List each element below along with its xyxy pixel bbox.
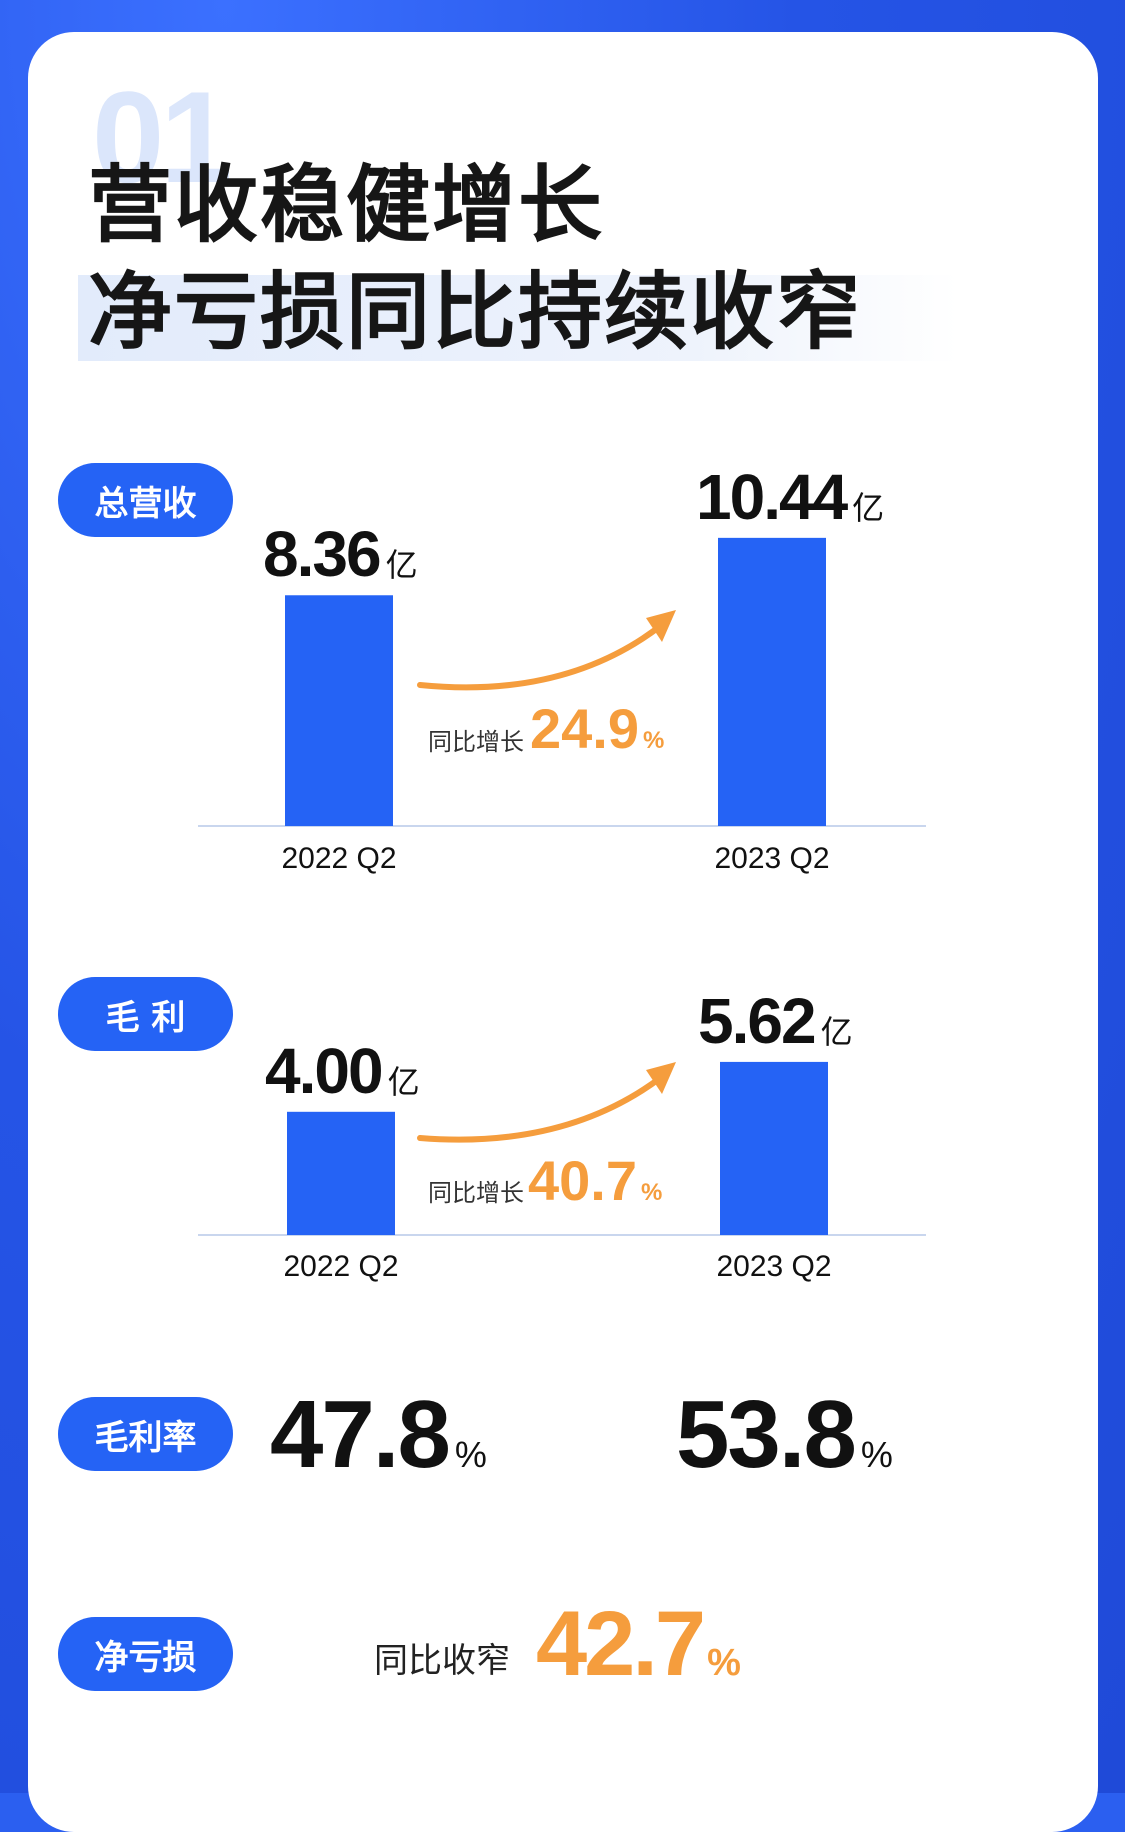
growth-arrow-icon [417, 1069, 671, 1143]
bar-2022-Q2 [287, 1111, 395, 1235]
growth-value-number: 40.7 [528, 1149, 637, 1212]
bar-2022-Q2 [285, 595, 393, 826]
gross-margin-2023-unit: % [860, 1434, 893, 1475]
gross-margin-label-pill: 毛利率 [58, 1397, 233, 1471]
net-loss-change: 42.7% [536, 1592, 741, 1697]
bar-value-label: 4.00 亿 [265, 1034, 420, 1108]
growth-value-unit: % [643, 727, 665, 754]
bar-2023-Q2 [718, 537, 826, 826]
bar-value-label: 10.44 亿 [696, 460, 884, 534]
gross-margin-2022: 47.8% [270, 1380, 487, 1490]
charts-svg [198, 537, 926, 1236]
net-loss-change-label: 同比收窄 [374, 1641, 510, 1681]
x-tick-label: 2023 Q2 [716, 1250, 832, 1283]
gross-profit-chart [198, 1061, 926, 1236]
revenue-chart [198, 537, 926, 827]
growth-arrowhead-icon [646, 1062, 676, 1094]
bar-value-label: 5.62 亿 [698, 984, 853, 1058]
growth-arrow-icon [417, 617, 671, 691]
gross-margin-2023: 53.8% [676, 1380, 893, 1490]
growth-arrowhead-icon [646, 610, 676, 642]
bar-value-unit: 亿 [820, 1012, 853, 1051]
net-loss-label-pill: 净亏损 [58, 1617, 233, 1691]
bar-value-unit: 亿 [852, 488, 885, 527]
growth-label: 同比增长 [428, 1179, 524, 1207]
growth-value: 24.9% [530, 696, 664, 761]
bar-value-number: 5.62 [698, 984, 817, 1057]
bar-value-number: 10.44 [696, 460, 848, 533]
growth-value-unit: % [641, 1179, 663, 1206]
bar-value-unit: 亿 [385, 546, 418, 585]
x-tick-label: 2022 Q2 [281, 842, 397, 875]
page-title-line1: 营收稳健增长 [88, 156, 605, 254]
gross-profit-label-pill: 毛 利 [58, 977, 233, 1051]
bar-2023-Q2 [720, 1061, 828, 1235]
bar-value-unit: 亿 [387, 1062, 420, 1101]
growth-value: 40.7% [528, 1148, 662, 1213]
page-title-line2: 净亏损同比持续收窄 [88, 263, 863, 361]
gross-margin-2023-value: 53.8 [676, 1381, 857, 1488]
bar-value-label: 8.36 亿 [263, 517, 418, 591]
growth-label: 同比增长 [428, 728, 524, 756]
x-tick-label: 2022 Q2 [283, 1250, 399, 1283]
revenue-label-pill: 总营收 [58, 463, 233, 537]
x-tick-label: 2023 Q2 [714, 842, 830, 875]
growth-value-number: 24.9 [530, 697, 639, 760]
section-number: 01 [92, 64, 233, 210]
net-loss-change-unit: % [707, 1642, 741, 1684]
gross-margin-2022-unit: % [454, 1434, 487, 1475]
title-highlight-band [78, 275, 958, 361]
net-loss-change-value: 42.7 [536, 1593, 706, 1695]
bar-value-number: 8.36 [263, 518, 382, 591]
bar-value-number: 4.00 [265, 1034, 384, 1107]
gross-margin-2022-value: 47.8 [270, 1381, 451, 1488]
